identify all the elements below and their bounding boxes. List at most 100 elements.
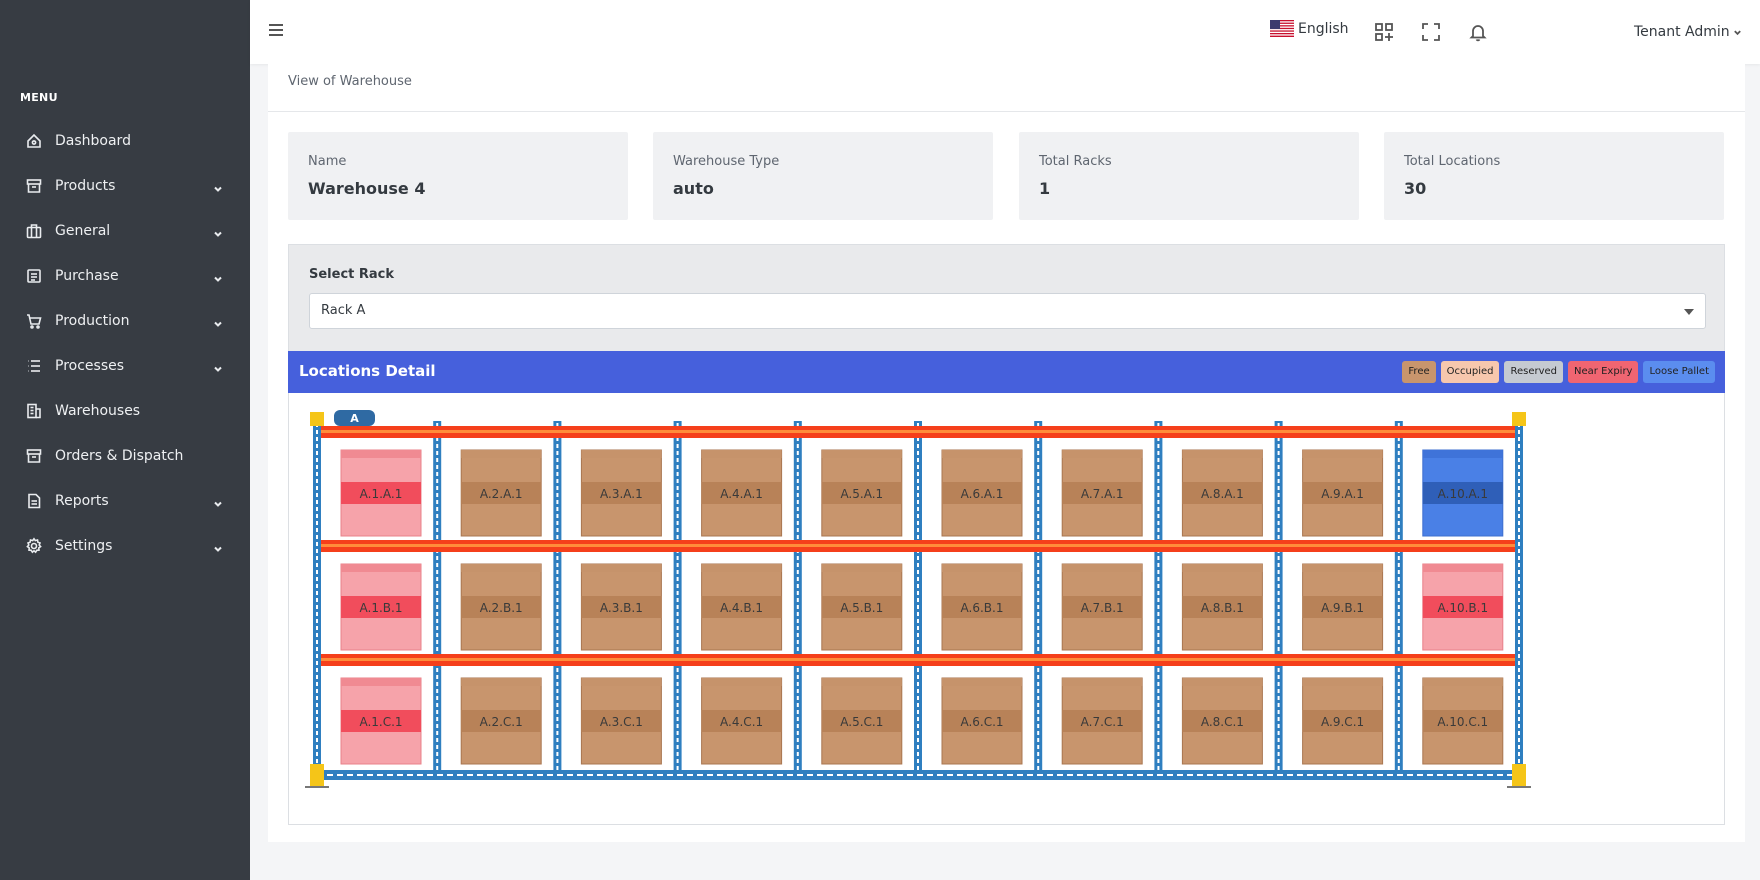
sidebar-item-products[interactable]: Products [0,163,250,208]
box-lid [1422,564,1503,572]
box-tape [1062,710,1143,732]
apps-grid-icon[interactable] [1374,22,1394,42]
box-lid [942,450,1022,458]
sidebar-item-label: Processes [55,357,125,374]
locations-body: A A.1.A.1 A.2.A.1 A.3.A.1 A.4.A.1 A.5.A.1 A.6.… [288,393,1725,825]
sidebar-item-general[interactable]: General [0,208,250,253]
box-lid [461,564,542,572]
box-tape [942,596,1022,618]
sidebar-item-warehouses[interactable]: Warehouses [0,388,250,433]
box-lid [1182,450,1263,458]
box-tape [581,596,662,618]
stat-value: Warehouse 4 [308,179,426,198]
bell-icon[interactable] [1468,22,1488,42]
chevron-down-icon [212,495,224,507]
sidebar-item-processes[interactable]: Processes [0,343,250,388]
gear-icon [25,536,43,555]
location-label: A.8.C.1 [1201,715,1244,729]
box-lid [701,564,782,572]
box-tape [581,710,662,732]
building-icon [25,402,43,420]
chevron-down-icon [212,270,224,282]
location-label: A.10.C.1 [1437,715,1488,729]
sidebar-item-orders-dispatch[interactable]: Orders & Dispatch [0,433,250,478]
language-label: English [1298,20,1349,37]
box-lid [942,678,1022,686]
user-menu[interactable]: Tenant Admin [1634,24,1742,40]
language-switcher[interactable]: English [1270,20,1349,37]
box-tape [821,710,902,732]
rack-label: A [350,412,359,425]
rack-select-dropdown[interactable]: Rack A [309,293,1706,329]
stat-value: auto [673,179,714,198]
sidebar-item-dashboard[interactable]: Dashboard [0,118,250,163]
stat-label: Total Locations [1404,154,1501,169]
box-tape [461,482,542,504]
box-lid [341,678,421,686]
sidebar-item-settings[interactable]: Settings [0,523,250,568]
rack-select-label: Select Rack [309,267,395,282]
location-label: A.4.B.1 [720,601,763,615]
location-label: A.2.C.1 [480,715,523,729]
box-lid [1422,450,1503,458]
box-tape [1182,482,1263,504]
chevron-down-icon [1733,30,1741,35]
location-label: A.7.A.1 [1081,487,1124,501]
location-label: A.8.B.1 [1201,601,1244,615]
location-label: A.5.B.1 [840,601,883,615]
box-tape [942,710,1022,732]
box-tape [341,482,421,504]
archive-icon [25,447,43,465]
box-tape [942,482,1022,504]
box-lid [1182,678,1263,686]
box-tape [341,710,421,732]
box-lid [581,678,662,686]
rack-select-value: Rack A [321,303,366,318]
caret-down-icon [1684,309,1694,315]
box-lid [1302,678,1383,686]
box-tape [1182,596,1263,618]
chevron-down-icon [212,225,224,237]
box-lid [821,450,902,458]
box-lid [581,564,662,572]
box-lid [341,450,421,458]
box-tape [1062,482,1143,504]
location-label: A.1.A.1 [360,487,403,501]
box-lid [701,678,782,686]
fullscreen-icon[interactable] [1421,22,1441,42]
legend-badge: Reserved [1504,361,1564,383]
location-label: A.9.B.1 [1321,601,1364,615]
box-lid [701,450,782,458]
box-tape [1302,596,1383,618]
beam-highlight [321,658,1515,661]
user-name: Tenant Admin [1634,24,1730,40]
box-tape [341,596,421,618]
sidebar-item-reports[interactable]: Reports [0,478,250,523]
sidebar-item-label: Warehouses [55,402,141,419]
box-lid [461,678,542,686]
location-label: A.10.B.1 [1438,601,1489,615]
stat-card-total-locations: Total Locations 30 [1384,132,1724,220]
box-tape [461,596,542,618]
sidebar-item-label: Products [55,177,116,194]
chevron-down-icon [212,540,224,552]
box-lid [1422,678,1503,686]
rack-label-tab [334,410,375,426]
location-label: A.10.A.1 [1438,487,1488,501]
stat-card-name: Name Warehouse 4 [288,132,628,220]
locations-title: Locations Detail [299,362,436,380]
stat-label: Name [308,154,347,169]
home-icon [25,132,43,150]
menu-toggle-icon[interactable] [268,22,284,38]
upright-cap [1512,412,1526,426]
sidebar-item-production[interactable]: Production [0,298,250,343]
sidebar-item-purchase[interactable]: Purchase [0,253,250,298]
sidebar-item-label: Dashboard [55,132,131,149]
box-tape [1302,710,1383,732]
location-label: A.3.C.1 [600,715,643,729]
stat-card-warehouse-type: Warehouse Type auto [653,132,993,220]
box-lid [1062,564,1143,572]
box-tape [1422,710,1503,732]
sidebar-item-label: Orders & Dispatch [55,447,184,464]
box-tape [1422,482,1503,504]
